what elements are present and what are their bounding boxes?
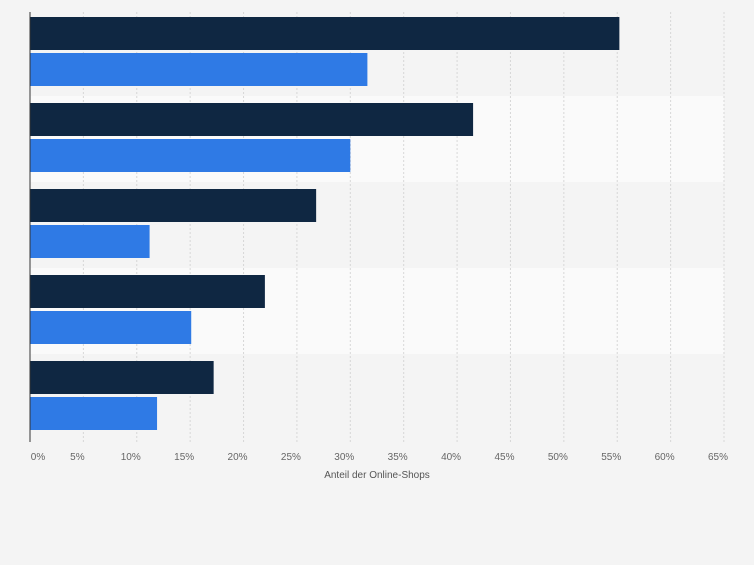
x-tick-label: 15% <box>174 452 194 463</box>
bar-series-2[interactable] <box>30 225 150 258</box>
x-tick-label: 25% <box>281 452 301 463</box>
x-tick-label: 30% <box>334 452 354 463</box>
bar-series-1[interactable] <box>30 189 317 222</box>
x-tick-label: 45% <box>494 452 514 463</box>
x-tick-label: 10% <box>121 452 141 463</box>
bar-series-1[interactable] <box>30 361 214 394</box>
x-tick-label: 40% <box>441 452 461 463</box>
x-tick-label: 20% <box>228 452 248 463</box>
bar-series-1[interactable] <box>30 17 620 50</box>
x-tick-label: 65% <box>708 452 728 463</box>
x-tick-label: 35% <box>388 452 408 463</box>
x-axis-title: Anteil der Online-Shops <box>324 470 430 481</box>
x-tick-labels: 0% 5% 10% 15% 20% 25% 30% 35% 40% 45% 50% 55% 60% 65% <box>31 452 728 463</box>
bar-series-2[interactable] <box>30 397 158 430</box>
x-tick-label: 50% <box>548 452 568 463</box>
bar-series-2[interactable] <box>30 311 192 344</box>
x-tick-label: 0% <box>31 452 46 463</box>
bar-series-1[interactable] <box>30 103 474 136</box>
x-tick-label: 55% <box>601 452 621 463</box>
x-tick-label: 5% <box>70 452 85 463</box>
bar-series-2[interactable] <box>30 53 368 86</box>
bar-series-2[interactable] <box>30 139 351 172</box>
x-tick-label: 60% <box>655 452 675 463</box>
bars <box>30 17 620 430</box>
bar-series-1[interactable] <box>30 275 265 308</box>
